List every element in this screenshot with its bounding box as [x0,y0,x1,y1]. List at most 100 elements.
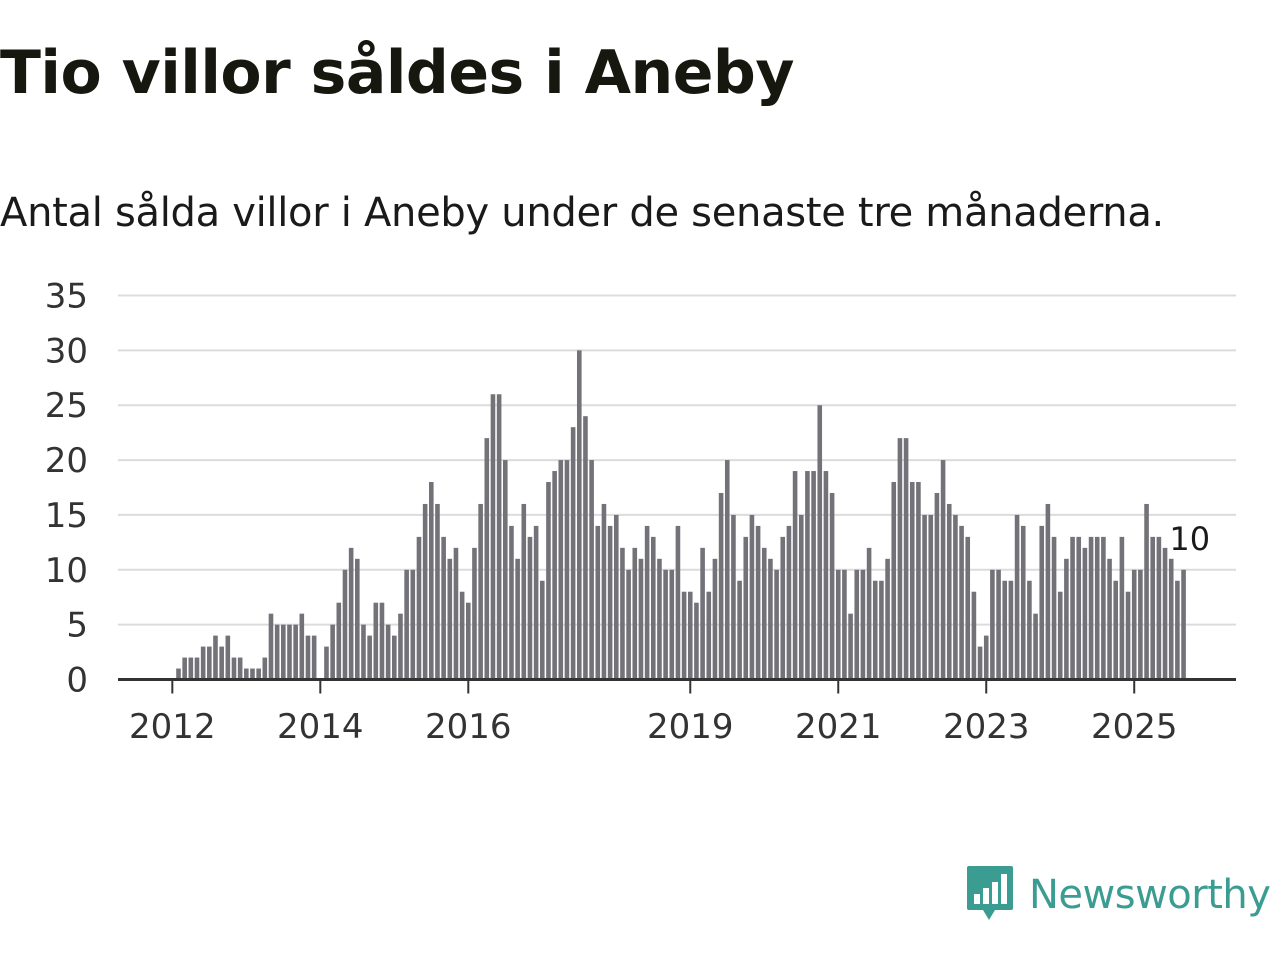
bar [1119,536,1125,680]
bar [953,514,958,680]
bar [490,394,496,680]
bar [694,602,699,680]
bar [613,514,619,680]
y-tick-label: 5 [66,606,88,646]
bar [287,624,292,680]
bar [681,591,687,680]
bar [928,514,934,680]
bar [1039,525,1045,680]
bar [1057,591,1063,680]
bar [620,547,625,680]
bar [965,536,971,680]
bar [299,613,305,680]
bar [1101,536,1106,680]
chart-subtitle: Antal sålda villor i Aneby under de sena… [0,190,1164,236]
bar [1162,547,1168,680]
bar [885,558,890,680]
bar [1045,503,1051,680]
bar [324,646,329,680]
bar [706,591,712,680]
bar [250,668,255,680]
bar [638,558,644,680]
bar [305,635,311,680]
bar [478,503,483,680]
bar [1051,536,1057,680]
x-tick-label: 2012 [129,707,216,747]
bar [934,492,940,680]
bar [650,536,656,680]
bar [1027,580,1032,680]
bar [1168,558,1174,680]
x-axis-labels: 2012 2014 2016 2019 2021 2023 2025 [129,707,1177,747]
bar [219,646,224,680]
bar [835,569,841,680]
bar [558,460,564,680]
bar [996,569,1001,680]
bar [866,547,872,680]
bar [1070,536,1075,680]
y-tick-label: 15 [45,496,88,536]
bar [194,657,200,680]
bar [860,569,866,680]
bar [903,438,909,680]
bar [823,471,829,680]
y-tick-label: 20 [45,441,88,481]
bar [268,613,274,680]
x-axis [118,678,1236,694]
bar [724,460,730,680]
y-axis-labels: 0 5 10 15 20 25 30 35 [45,277,88,701]
bar [848,613,853,680]
bar [755,525,761,680]
bar [959,525,964,680]
annotations: 10 [1169,520,1210,558]
x-tick-label: 2021 [795,707,882,747]
bar [262,657,268,680]
bar [829,492,835,680]
bar [768,558,773,680]
bar [472,547,477,680]
bar [687,591,693,680]
bar [718,492,724,680]
bar [792,471,798,680]
bar [564,460,570,680]
bar [496,394,502,680]
x-tick-label: 2014 [277,707,364,747]
bar [422,503,428,680]
bar [379,602,385,680]
y-tick-label: 35 [45,277,88,317]
bar [990,569,995,680]
bar [207,646,212,680]
bar [465,602,471,680]
newsworthy-logo-icon [967,866,1013,920]
bar [817,405,823,680]
bar [891,482,897,680]
bar [237,657,243,680]
bar [731,514,736,680]
bar [632,547,638,680]
bar [774,569,779,680]
bar [552,471,557,680]
bar [231,657,237,680]
bar [663,569,668,680]
bar [274,624,280,680]
y-tick-label: 0 [66,661,88,701]
bar [336,602,342,680]
bar [909,482,915,680]
bar [521,503,527,680]
bar [429,482,434,680]
bar [1002,580,1008,680]
bar [515,558,520,680]
bar [200,646,206,680]
bar [811,471,816,680]
bar [1020,525,1026,680]
bar [607,525,613,680]
bar [293,624,298,680]
bar [1181,569,1186,680]
bars [176,350,1186,680]
bar [367,635,372,680]
bar [1094,536,1100,680]
bar [213,635,218,680]
bar [1138,569,1143,680]
bar [1107,558,1112,680]
